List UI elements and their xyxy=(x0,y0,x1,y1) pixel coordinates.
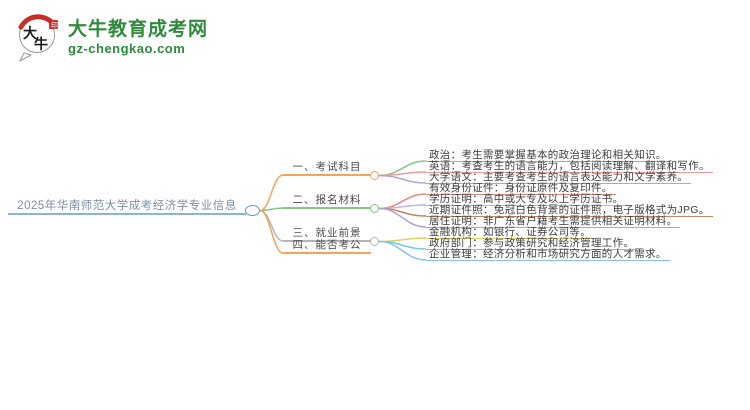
root-topic: 2025年华南师范大学成考经济学专业信息 xyxy=(8,199,246,215)
branch-collapse-handle xyxy=(370,171,379,180)
root-collapse-handle xyxy=(245,205,260,216)
branch-career-prospects: 三、就业前景 xyxy=(283,227,371,242)
svg-text:印: 印 xyxy=(51,22,58,30)
leaf-photo: 近期证件照：免冠白色背景的证件照，电子版格式为JPG。 xyxy=(426,205,713,217)
site-domain: gz-chengkao.com xyxy=(68,40,186,56)
branch-collapse-handle xyxy=(370,237,379,246)
branch-exam-subjects: 一、考试科目 xyxy=(283,161,371,176)
leaf-politics: 政治：考生需要掌握基本的政治理论和相关知识。 xyxy=(426,150,670,162)
leaf-college-chinese: 大学语文：主要考查考生的语言表达能力和文学素养。 xyxy=(426,172,692,184)
leaf-english: 英语：考查考生的语言能力，包括阅读理解、翻译和写作。 xyxy=(426,161,713,173)
site-title: 大牛教育成考网 xyxy=(68,18,209,40)
leaf-government: 政府部门：参与政策研究和经济管理工作。 xyxy=(426,238,638,250)
leaf-id-card: 有效身份证件：身份证原件及复印件。 xyxy=(426,183,616,195)
leaf-business-management: 企业管理：经济分析和市场研究方面的人才需求。 xyxy=(426,249,670,261)
branch-registration-materials: 二、报名材料 xyxy=(283,194,371,209)
daniu-logo-icon: 印 大 牛 xyxy=(18,14,58,62)
site-logo[interactable]: 印 大 牛 大牛教育成考网 gz-chengkao.com xyxy=(14,12,208,62)
branch-collapse-handle xyxy=(370,204,379,213)
leaf-financial-institutions: 金融机构：如银行、证券公司等。 xyxy=(426,227,594,239)
branch-civil-service: 四、能否考公 xyxy=(283,239,371,254)
leaf-residence-proof: 居住证明：非广东省户籍考生需提供相关证明材料。 xyxy=(426,216,681,228)
leaf-diploma: 学历证明：高中或大专及以上学历证书。 xyxy=(426,194,627,206)
svg-text:牛: 牛 xyxy=(34,36,48,53)
svg-text:大: 大 xyxy=(23,25,37,42)
